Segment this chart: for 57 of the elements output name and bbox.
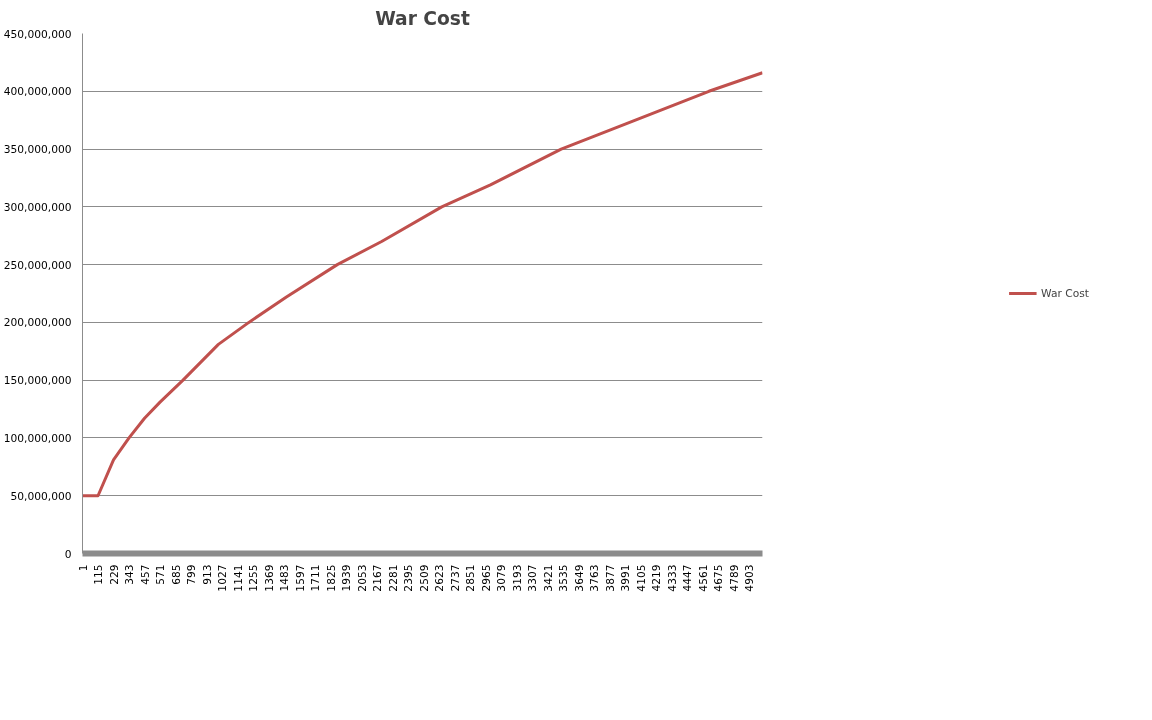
x-tick-label: 1027 — [216, 564, 230, 592]
x-tick-label: 2167 — [371, 564, 385, 592]
y-tick-label: 50,000,000 — [10, 489, 72, 503]
x-tick-label: 3763 — [588, 564, 602, 592]
x-tick-label: 1597 — [293, 564, 307, 592]
x-tick-label: 3991 — [619, 564, 633, 592]
x-tick-label: 913 — [200, 564, 214, 585]
x-tick-label: 2851 — [464, 564, 478, 592]
x-tick-label: 571 — [154, 564, 168, 585]
y-tick-label: 150,000,000 — [3, 374, 72, 388]
x-tick-label: 2965 — [479, 564, 493, 592]
x-tick-label: 1483 — [278, 564, 292, 592]
x-tick-label: 3649 — [572, 564, 586, 592]
x-tick-label: 2281 — [386, 564, 400, 592]
x-tick-label: 1369 — [262, 564, 276, 592]
x-tick-label: 1255 — [247, 564, 261, 592]
y-tick-label: 200,000,000 — [3, 316, 72, 330]
x-tick-label: 3079 — [495, 564, 509, 592]
x-tick-label: 3535 — [557, 564, 571, 592]
x-tick-label: 4561 — [696, 564, 710, 592]
x-tick-label: 343 — [123, 564, 137, 585]
x-tick-label: 1 — [76, 564, 90, 572]
legend-label: War Cost — [1041, 286, 1089, 300]
y-tick-label: 350,000,000 — [3, 143, 72, 157]
x-tick-label: 4333 — [665, 564, 679, 592]
x-tick-label: 4675 — [712, 564, 726, 592]
x-tick-label: 4219 — [650, 564, 664, 592]
line-series — [82, 71, 763, 498]
x-tick-label: 229 — [107, 564, 121, 585]
x-tick-label: 2395 — [402, 564, 416, 592]
x-tick-label: 799 — [185, 564, 199, 585]
y-tick-label: 450,000,000 — [3, 27, 72, 41]
x-tick-label: 4105 — [634, 564, 648, 592]
x-tick-label: 1711 — [309, 564, 323, 592]
x-tick-label: 2509 — [417, 564, 431, 592]
y-tick-label: 0 — [64, 547, 72, 561]
y-tick-label: 250,000,000 — [3, 258, 72, 272]
x-tick-label: 115 — [92, 564, 106, 585]
y-tick-label: 400,000,000 — [3, 85, 72, 99]
x-tick-label: 4789 — [727, 564, 741, 592]
x-tick-label: 4903 — [743, 564, 757, 592]
y-tick-label: 100,000,000 — [3, 431, 72, 445]
x-tick-label: 685 — [169, 564, 183, 585]
x-tick-label: 2737 — [448, 564, 462, 592]
x-tick-label: 2053 — [355, 564, 369, 592]
x-tick-label: 1939 — [340, 564, 354, 592]
x-tick-label: 1825 — [324, 564, 338, 592]
x-tick-label: 3307 — [526, 564, 540, 592]
y-tick-label: 300,000,000 — [3, 200, 72, 214]
x-tick-label: 3421 — [541, 564, 555, 592]
x-tick-label: 3877 — [603, 564, 617, 592]
x-tick-label: 2623 — [433, 564, 447, 592]
x-tick-label: 1141 — [231, 564, 245, 592]
chart-title: War Cost — [375, 7, 470, 29]
x-tick-label: 4447 — [681, 564, 695, 592]
x-tick-label: 3193 — [510, 564, 524, 592]
x-tick-label: 457 — [138, 564, 152, 585]
